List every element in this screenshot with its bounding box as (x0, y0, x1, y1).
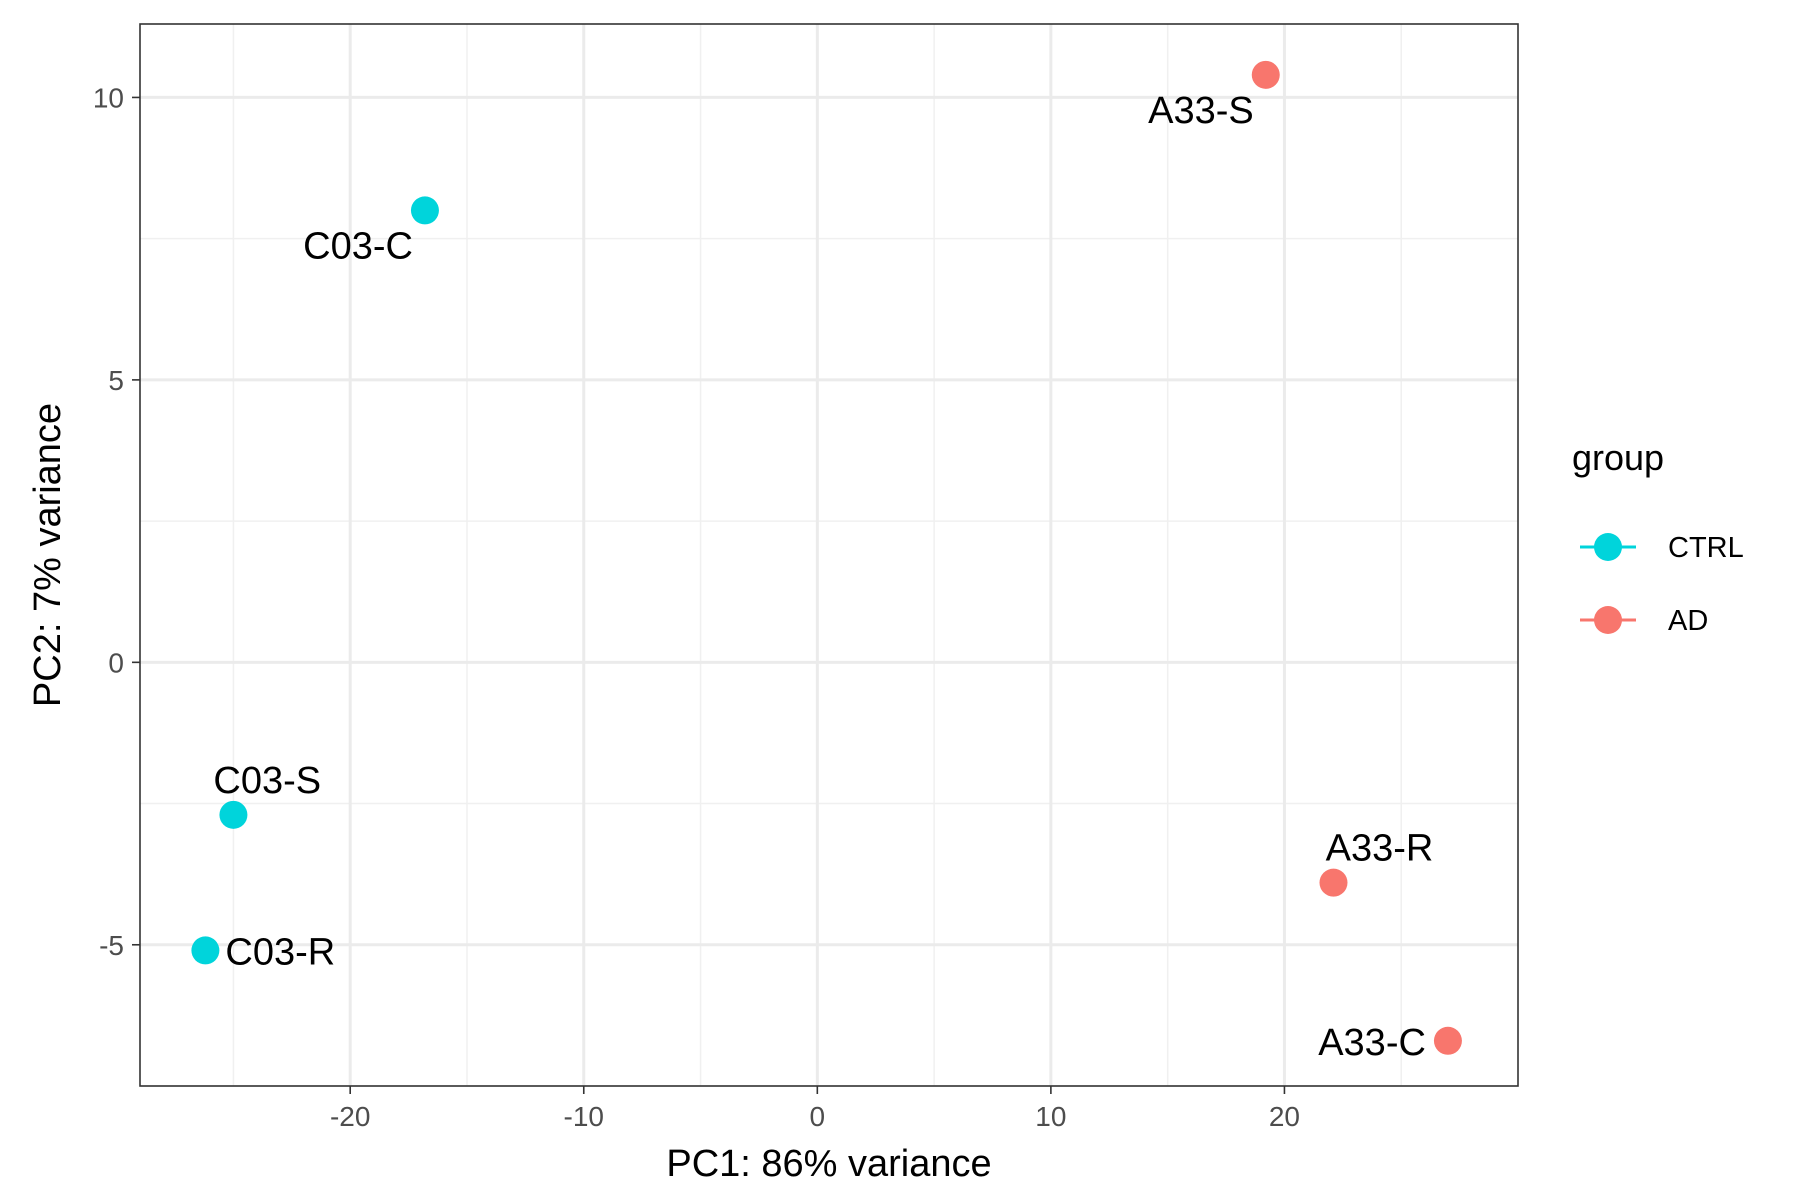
data-points (191, 60, 1462, 1055)
point-label-a33-c: A33-C (1318, 1022, 1426, 1064)
y-axis-title: PC2: 7% variance (27, 403, 69, 707)
data-point-c03-r (191, 936, 220, 965)
legend-key-ad (1594, 606, 1622, 634)
y-tick-label: 10 (93, 82, 124, 113)
data-point-a33-c (1433, 1026, 1462, 1055)
x-tick-label: 0 (810, 1101, 826, 1132)
data-point-a33-s (1251, 60, 1280, 89)
legend-label-ctrl: CTRL (1668, 532, 1744, 564)
legend-label-ad: AD (1668, 605, 1708, 637)
point-label-c03-r: C03-R (225, 931, 335, 973)
grid-lines (140, 24, 1518, 1087)
x-tick-label: 20 (1269, 1101, 1300, 1132)
legend-key-ctrl (1594, 533, 1622, 561)
point-label-a33-s: A33-S (1148, 90, 1254, 132)
point-label-a33-r: A33-R (1326, 828, 1434, 870)
plot-panel-border (139, 23, 1519, 1087)
legend: group CTRL AD (1572, 437, 1744, 637)
x-axis-title: PC1: 86% variance (666, 1143, 991, 1185)
axis-ticks: -20 -10 0 10 20 -5 0 5 10 (93, 82, 1300, 1132)
x-tick-label: 10 (1035, 1101, 1066, 1132)
x-tick-label: -10 (564, 1101, 604, 1132)
x-tick-label: -20 (330, 1101, 370, 1132)
y-tick-label: 0 (108, 647, 124, 678)
data-point-a33-r (1319, 868, 1348, 897)
data-point-c03-c (410, 196, 439, 225)
point-label-c03-s: C03-S (213, 760, 321, 802)
point-label-c03-c: C03-C (303, 225, 413, 267)
point-labels: C03-C C03-S C03-R A33-S A33-R A33-C (213, 90, 1433, 1064)
legend-title: group (1572, 437, 1664, 478)
y-tick-label: -5 (99, 930, 124, 961)
data-point-c03-s (219, 800, 248, 829)
y-tick-label: 5 (108, 365, 124, 396)
